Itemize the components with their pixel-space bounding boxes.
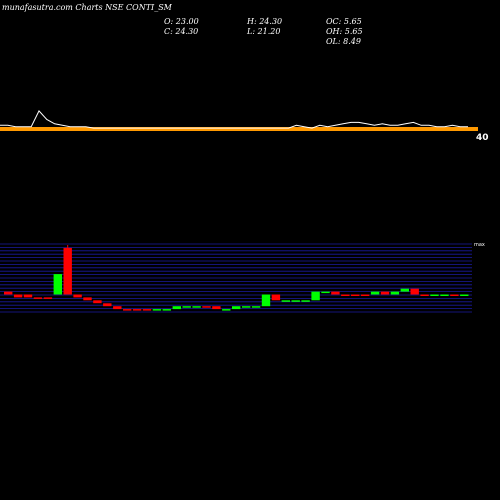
candle (301, 300, 310, 302)
candle (321, 291, 330, 294)
price-line (0, 110, 468, 129)
volume-tick-label: max (474, 242, 485, 248)
candle (132, 309, 142, 311)
candle (232, 306, 241, 310)
candle (430, 294, 439, 296)
candle (212, 306, 221, 310)
candle (123, 309, 132, 311)
candle (93, 300, 102, 304)
candle (410, 288, 419, 295)
ohlc-oh: OH: 5.65 (326, 27, 363, 36)
candle (113, 306, 122, 310)
candle (103, 303, 112, 307)
candle (63, 247, 72, 295)
candle (192, 306, 201, 308)
candle (370, 291, 380, 295)
price-axis-label: 40 (476, 133, 489, 143)
candle (172, 306, 181, 310)
candle (281, 300, 290, 302)
ohlc-open: O: 23.00 (164, 17, 199, 26)
candle (261, 294, 271, 307)
candle (33, 297, 43, 299)
candle (222, 309, 231, 311)
watermark: munafasutra.com Charts NSE CONTI_SM (2, 3, 172, 12)
candle (202, 306, 211, 308)
candle (242, 306, 251, 308)
candle (43, 297, 53, 299)
candle (440, 294, 449, 296)
candle (13, 294, 23, 298)
candle (420, 294, 429, 296)
candle (4, 291, 13, 295)
ohlc-low: L: 21.20 (247, 27, 281, 36)
ohlc-oc: OC: 5.65 (326, 17, 362, 26)
candle (23, 294, 33, 298)
candle (251, 306, 261, 308)
volume-grid: max (0, 242, 485, 313)
candle (142, 309, 152, 311)
candle (341, 294, 350, 296)
ohlc-ol: OL: 8.49 (326, 37, 361, 46)
candle (331, 291, 340, 295)
candle (291, 300, 300, 302)
ohlc-close: C: 24.30 (164, 27, 199, 36)
candle (83, 297, 92, 301)
candle (162, 309, 171, 311)
candlestick-pane (4, 245, 469, 311)
candle (351, 294, 360, 296)
candle (182, 306, 191, 308)
candle (460, 294, 469, 296)
candle (311, 291, 320, 301)
candle (400, 288, 409, 292)
candle (450, 294, 459, 296)
price-pane: 40 (0, 110, 489, 143)
candle (152, 309, 162, 311)
candle (380, 291, 390, 295)
candle (271, 294, 281, 301)
candle (53, 274, 62, 295)
candle (390, 291, 400, 295)
price-band (0, 127, 478, 131)
candle (360, 294, 370, 296)
ohlc-high: H: 24.30 (247, 17, 283, 26)
candle (73, 294, 82, 298)
